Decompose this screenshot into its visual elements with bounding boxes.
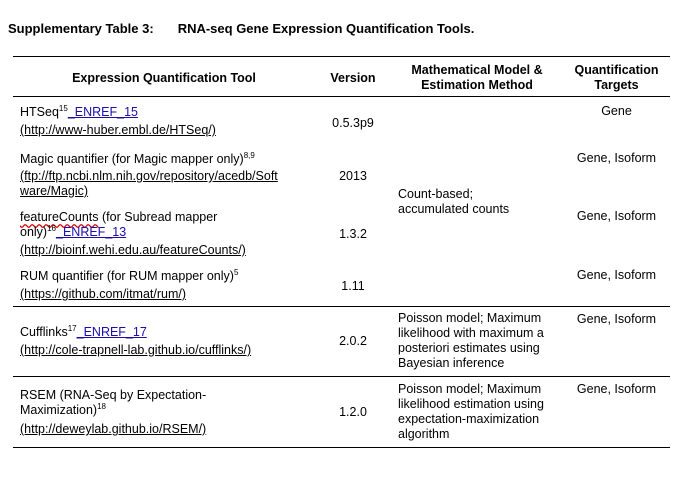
- tool-name: Cufflinks: [20, 325, 68, 339]
- targets-value: Gene, Isoform: [576, 209, 657, 223]
- tool-name-line1: RSEM (RNA-Seq by Expectation-: [20, 388, 207, 402]
- header-targets: Quantification Targets: [563, 63, 670, 93]
- table-row: RUM quantifier (for RUM mapper only)5 (h…: [20, 267, 239, 302]
- version-value: 0.5.3p9: [332, 116, 374, 130]
- table-row: featureCounts (for Subread mapper only)1…: [20, 210, 246, 258]
- row-rule: [13, 306, 670, 307]
- model-line: likelihood with maximum a: [398, 326, 544, 340]
- tool-name-line2: only): [20, 225, 48, 239]
- citation: 15: [58, 103, 68, 113]
- tool-name: RUM quantifier (for RUM mapper only): [20, 269, 234, 283]
- row-rule: [13, 376, 670, 377]
- model-line: posteriori estimates using: [398, 341, 540, 355]
- citation: 5: [233, 267, 239, 277]
- shared-model-line2: accumulated counts: [398, 202, 510, 216]
- header-targets-line1: Quantification: [574, 63, 659, 77]
- model-line: Bayesian inference: [398, 356, 505, 370]
- reference-link[interactable]: _ENREF_13: [56, 225, 127, 239]
- header-version: Version: [330, 71, 376, 85]
- shared-model-line1: Count-based;: [398, 187, 474, 201]
- targets-value: Gene: [601, 104, 632, 118]
- tool-name: HTSeq: [20, 105, 59, 119]
- tool-url-line2[interactable]: ware/Magic): [20, 184, 89, 198]
- bottom-rule: [13, 447, 670, 448]
- table-row: Cufflinks17_ENREF_17 (http://cole-trapne…: [20, 323, 252, 358]
- header-model-line2: Estimation Method: [421, 78, 533, 92]
- header-model-line1: Mathematical Model &: [411, 63, 543, 77]
- version-value: 2013: [339, 169, 367, 183]
- model-text: Poisson model; Maximum likelihood estima…: [398, 382, 544, 442]
- citation: 18: [97, 401, 107, 411]
- top-rule: [13, 56, 670, 57]
- reference-link[interactable]: _ENREF_17: [76, 325, 147, 339]
- reference-link[interactable]: _ENREF_15: [67, 105, 138, 119]
- caption-label: Supplementary Table 3:: [8, 21, 154, 36]
- tool-url[interactable]: (https://github.com/itmat/rum/): [20, 287, 187, 301]
- targets-value: Gene, Isoform: [576, 312, 657, 326]
- model-line: Poisson model; Maximum: [398, 311, 542, 325]
- tool-url-line1[interactable]: (ftp://ftp.ncbi.nlm.nih.gov/repository/a…: [20, 169, 278, 183]
- tool-name-suffix: (for Subread mapper: [98, 210, 218, 224]
- citation: 8,9: [243, 150, 255, 160]
- version-value: 2.0.2: [339, 334, 367, 348]
- header-rule: [13, 96, 670, 97]
- targets-value: Gene, Isoform: [576, 151, 657, 165]
- tool-name-line2: Maximization): [20, 403, 98, 417]
- targets-value: Gene, Isoform: [576, 382, 657, 396]
- version-value: 1.3.2: [339, 227, 367, 241]
- tool-url[interactable]: (http://cole-trapnell-lab.github.io/cuff…: [20, 343, 252, 357]
- header-tool: Expression Quantification Tool: [72, 71, 256, 85]
- model-line: algorithm: [398, 427, 450, 441]
- caption-title: RNA-seq Gene Expression Quantification T…: [177, 21, 475, 36]
- table-row: Magic quantifier (for Magic mapper only)…: [20, 150, 278, 199]
- tool-url[interactable]: (http://www-huber.embl.de/HTSeq/): [20, 123, 216, 137]
- model-line: likelihood estimation using: [398, 397, 544, 411]
- citation: 16: [47, 223, 56, 233]
- header-model: Mathematical Model & Estimation Method: [391, 63, 563, 93]
- tool-name: Magic quantifier (for Magic mapper only): [20, 152, 244, 166]
- table-row: RSEM (RNA-Seq by Expectation- Maximizati…: [20, 388, 206, 437]
- version-value: 1.2.0: [339, 405, 367, 419]
- table-row: HTSeq15_ENREF_15 (http://www-huber.embl.…: [20, 103, 216, 138]
- tool-url[interactable]: (http://bioinf.wehi.edu.au/featureCounts…: [20, 243, 246, 257]
- targets-value: Gene, Isoform: [576, 268, 657, 282]
- model-text: Poisson model; Maximum likelihood with m…: [398, 311, 544, 371]
- tool-name: featureCounts: [20, 210, 99, 224]
- model-line: Poisson model; Maximum: [398, 382, 542, 396]
- shared-model: Count-based; accumulated counts: [398, 187, 509, 217]
- citation: 17: [67, 323, 77, 333]
- model-line: expectation-maximization: [398, 412, 540, 426]
- tool-url[interactable]: (http://deweylab.github.io/RSEM/): [20, 422, 207, 436]
- header-targets-line2: Targets: [594, 78, 639, 92]
- version-value: 1.11: [341, 279, 365, 293]
- table-caption: Supplementary Table 3: RNA-seq Gene Expre…: [8, 21, 474, 36]
